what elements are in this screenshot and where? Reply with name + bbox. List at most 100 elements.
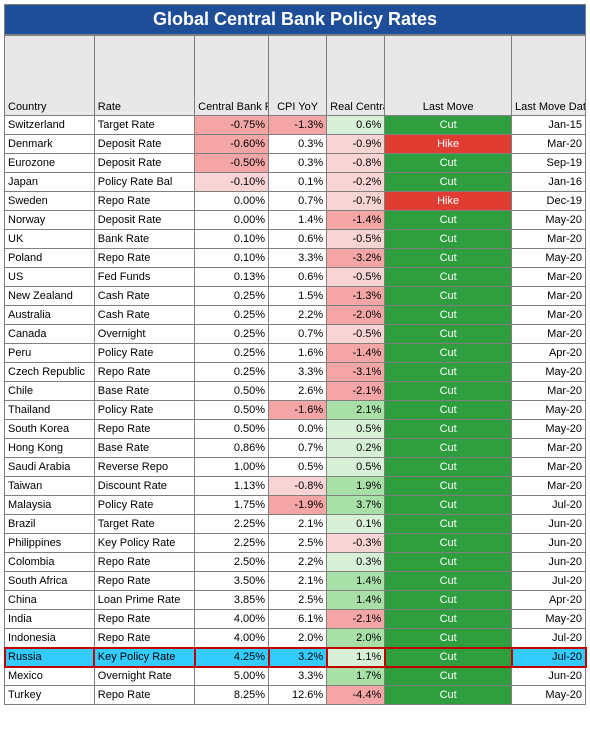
cell-real: -3.1% <box>327 363 385 382</box>
cell-rate: Cash Rate <box>94 287 194 306</box>
cell-move: Cut <box>385 401 512 420</box>
cell-cpi: 1.4% <box>269 211 327 230</box>
cell-country: Hong Kong <box>5 439 95 458</box>
cell-move: Cut <box>385 610 512 629</box>
cell-date: Mar-20 <box>512 135 586 154</box>
cell-move: Cut <box>385 572 512 591</box>
cell-date: May-20 <box>512 610 586 629</box>
cell-move: Cut <box>385 477 512 496</box>
cell-date: Jun-20 <box>512 534 586 553</box>
cell-cpi: 2.5% <box>269 534 327 553</box>
cell-today: 0.25% <box>195 363 269 382</box>
cell-cpi: 2.2% <box>269 306 327 325</box>
cell-country: Sweden <box>5 192 95 211</box>
cell-today: 5.00% <box>195 667 269 686</box>
cell-move: Cut <box>385 686 512 705</box>
table-row: ThailandPolicy Rate0.50%-1.6%2.1%CutMay-… <box>5 401 586 420</box>
cell-today: 0.00% <box>195 192 269 211</box>
cell-rate: Key Policy Rate <box>94 534 194 553</box>
cell-move: Cut <box>385 496 512 515</box>
cell-country: South Korea <box>5 420 95 439</box>
table-row: PeruPolicy Rate0.25%1.6%-1.4%CutApr-20 <box>5 344 586 363</box>
cell-country: Saudi Arabia <box>5 458 95 477</box>
cell-real: -2.0% <box>327 306 385 325</box>
cell-today: 3.50% <box>195 572 269 591</box>
cell-date: May-20 <box>512 401 586 420</box>
cell-date: Jan-15 <box>512 116 586 135</box>
cell-cpi: 6.1% <box>269 610 327 629</box>
cell-today: 2.25% <box>195 534 269 553</box>
cell-real: -0.5% <box>327 325 385 344</box>
cell-today: -0.50% <box>195 154 269 173</box>
col-move: Last Move <box>385 36 512 116</box>
cell-real: 0.1% <box>327 515 385 534</box>
cell-cpi: 0.7% <box>269 192 327 211</box>
cell-cpi: -1.9% <box>269 496 327 515</box>
cell-real: 1.1% <box>327 648 385 667</box>
cell-cpi: 2.6% <box>269 382 327 401</box>
cell-rate: Reverse Repo <box>94 458 194 477</box>
table-row: ChinaLoan Prime Rate3.85%2.5%1.4%CutApr-… <box>5 591 586 610</box>
cell-country: Peru <box>5 344 95 363</box>
cell-date: Apr-20 <box>512 591 586 610</box>
cell-date: Jun-20 <box>512 553 586 572</box>
table-row: JapanPolicy Rate Bal-0.10%0.1%-0.2%CutJa… <box>5 173 586 192</box>
table-row: PhilippinesKey Policy Rate2.25%2.5%-0.3%… <box>5 534 586 553</box>
cell-country: Eurozone <box>5 154 95 173</box>
cell-move: Cut <box>385 458 512 477</box>
cell-rate: Policy Rate Bal <box>94 173 194 192</box>
cell-country: US <box>5 268 95 287</box>
cell-today: 0.50% <box>195 420 269 439</box>
col-today: Central Bank Rate (Today) <box>195 36 269 116</box>
cell-real: -0.9% <box>327 135 385 154</box>
table-row: Hong KongBase Rate0.86%0.7%0.2%CutMar-20 <box>5 439 586 458</box>
cell-real: 1.7% <box>327 667 385 686</box>
cell-today: 1.13% <box>195 477 269 496</box>
table-row: IndonesiaRepo Rate4.00%2.0%2.0%CutJul-20 <box>5 629 586 648</box>
cell-move: Cut <box>385 382 512 401</box>
cell-country: Philippines <box>5 534 95 553</box>
table-row: SwedenRepo Rate0.00%0.7%-0.7%HikeDec-19 <box>5 192 586 211</box>
cell-today: 8.25% <box>195 686 269 705</box>
cell-rate: Repo Rate <box>94 572 194 591</box>
cell-date: Sep-19 <box>512 154 586 173</box>
table-row: BrazilTarget Rate2.25%2.1%0.1%CutJun-20 <box>5 515 586 534</box>
cell-rate: Overnight Rate <box>94 667 194 686</box>
col-rate: Rate <box>94 36 194 116</box>
cell-today: 4.00% <box>195 629 269 648</box>
cell-country: New Zealand <box>5 287 95 306</box>
cell-date: May-20 <box>512 363 586 382</box>
table-row: DenmarkDeposit Rate-0.60%0.3%-0.9%HikeMa… <box>5 135 586 154</box>
cell-real: -4.4% <box>327 686 385 705</box>
cell-today: -0.60% <box>195 135 269 154</box>
cell-country: Poland <box>5 249 95 268</box>
table-row: RussiaKey Policy Rate4.25%3.2%1.1%CutJul… <box>5 648 586 667</box>
cell-today: 0.10% <box>195 249 269 268</box>
cell-today: 0.10% <box>195 230 269 249</box>
table-row: TurkeyRepo Rate8.25%12.6%-4.4%CutMay-20 <box>5 686 586 705</box>
cell-date: Mar-20 <box>512 230 586 249</box>
table-row: NorwayDeposit Rate0.00%1.4%-1.4%CutMay-2… <box>5 211 586 230</box>
cell-date: Mar-20 <box>512 382 586 401</box>
cell-real: 0.6% <box>327 116 385 135</box>
cell-real: -2.1% <box>327 610 385 629</box>
cell-real: -0.2% <box>327 173 385 192</box>
rates-table: CountryRateCentral Bank Rate (Today)CPI … <box>4 35 586 705</box>
table-row: EurozoneDeposit Rate-0.50%0.3%-0.8%CutSe… <box>5 154 586 173</box>
cell-move: Cut <box>385 629 512 648</box>
col-date: Last Move Date <box>512 36 586 116</box>
col-country: Country <box>5 36 95 116</box>
cell-cpi: 0.0% <box>269 420 327 439</box>
cell-rate: Policy Rate <box>94 496 194 515</box>
cell-rate: Base Rate <box>94 439 194 458</box>
cell-cpi: 1.6% <box>269 344 327 363</box>
cell-rate: Repo Rate <box>94 610 194 629</box>
cell-cpi: -0.8% <box>269 477 327 496</box>
cell-move: Cut <box>385 154 512 173</box>
cell-cpi: 0.6% <box>269 268 327 287</box>
cell-today: 0.50% <box>195 401 269 420</box>
cell-rate: Repo Rate <box>94 553 194 572</box>
cell-rate: Deposit Rate <box>94 211 194 230</box>
cell-country: Canada <box>5 325 95 344</box>
cell-country: UK <box>5 230 95 249</box>
